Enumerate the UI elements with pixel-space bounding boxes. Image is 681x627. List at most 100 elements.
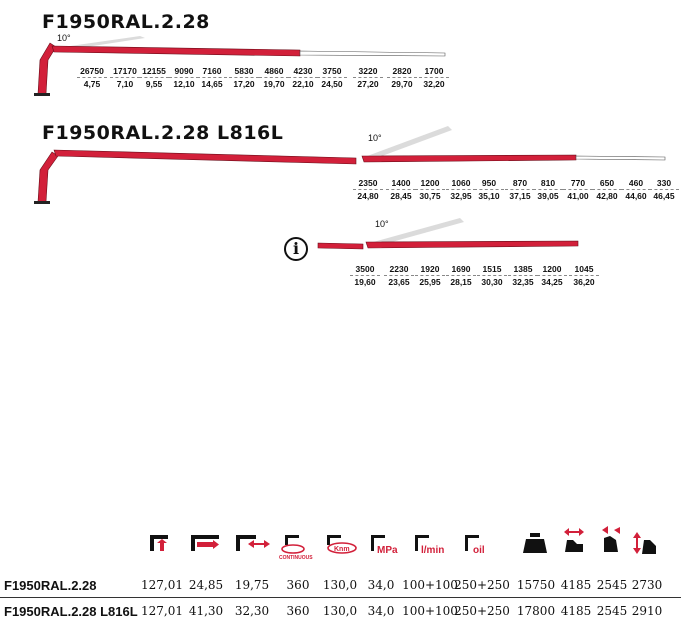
load-separator [110, 77, 140, 78]
spec-value: 34,0 [367, 604, 395, 618]
crane1-drawing [34, 36, 446, 96]
load-kg: 3750 [322, 66, 342, 76]
load-kg: 950 [481, 178, 497, 188]
load-reach-m: 28,15 [450, 277, 472, 287]
spec-value: 17800 [516, 604, 556, 618]
load-reach-m: 25,95 [419, 277, 441, 287]
load-separator [621, 189, 651, 190]
load-point: 460 44,60 [618, 178, 654, 201]
load-point: 1200 34,25 [534, 264, 570, 287]
load-kg: 1385 [513, 264, 533, 274]
spec-value: 4185 [560, 604, 592, 618]
spec-value: 127,01 [141, 578, 183, 592]
load-point: 26750 4,75 [74, 66, 110, 89]
load-reach-m: 7,10 [116, 79, 134, 89]
load-reach-m: 30,75 [419, 191, 441, 201]
crane2-boom [53, 149, 357, 165]
load-separator [533, 189, 563, 190]
crane3-raised-ghost [366, 218, 464, 248]
load-reach-m: 32,95 [450, 191, 472, 201]
load-reach-m: 9,55 [145, 79, 163, 89]
load-separator [229, 77, 259, 78]
spec-value: 250+250 [454, 578, 510, 592]
load-separator [446, 189, 476, 190]
crane3-drawing [317, 218, 579, 250]
load-reach-m: 46,45 [653, 191, 675, 201]
crane2-column [37, 151, 59, 203]
load-kg: 12155 [142, 66, 166, 76]
load-point: 870 37,15 [502, 178, 538, 201]
load-kg: 5830 [234, 66, 254, 76]
load-reach-m: 32,20 [423, 79, 445, 89]
spec-row-1: F1950RAL.2.28 127,01 24,85 19,75 360 130… [0, 576, 681, 596]
spec-row-2: F1950RAL.2.28 L816L 127,01 41,30 32,30 3… [0, 602, 681, 622]
load-reach-m: 39,05 [537, 191, 559, 201]
load-separator [386, 189, 416, 190]
spec-value: 24,85 [188, 578, 224, 592]
spec-value: 2545 [596, 578, 628, 592]
crane2-raised-ghost [362, 126, 452, 162]
crane3-jib [365, 240, 579, 249]
load-reach-m: 37,15 [509, 191, 531, 201]
info-icon: i [284, 237, 308, 261]
crane3-angle-label: 10° [375, 219, 389, 229]
load-separator [197, 77, 227, 78]
load-separator [537, 275, 567, 276]
spec-value: 41,30 [188, 604, 224, 618]
load-point: 650 42,80 [589, 178, 625, 201]
load-kg: 3500 [355, 264, 375, 274]
load-point: 4230 22,10 [285, 66, 321, 89]
spec-value: 2730 [631, 578, 663, 592]
load-reach-m: 32,35 [512, 277, 534, 287]
load-reach-m: 17,20 [233, 79, 255, 89]
spec-value: 100+100 [402, 578, 458, 592]
load-point: 1400 28,45 [383, 178, 419, 201]
load-separator [384, 275, 414, 276]
load-kg: 9090 [174, 66, 194, 76]
load-reach-m: 34,25 [541, 277, 563, 287]
load-point: 17170 7,10 [107, 66, 143, 89]
load-kg: 330 [656, 178, 672, 188]
crane2-jib-red [361, 154, 577, 163]
load-separator [419, 77, 449, 78]
load-reach-m: 19,70 [263, 79, 285, 89]
spec-value: 250+250 [454, 604, 510, 618]
load-reach-m: 41,00 [567, 191, 589, 201]
load-separator [169, 77, 199, 78]
load-point: 770 41,00 [560, 178, 596, 201]
load-point: 3220 27,20 [350, 66, 386, 89]
load-point: 1060 32,95 [443, 178, 479, 201]
load-reach-m: 27,20 [357, 79, 379, 89]
load-kg: 770 [570, 178, 586, 188]
crane1-angle-label: 10° [57, 33, 71, 43]
spec-value: 2910 [631, 604, 663, 618]
load-point: 2350 24,80 [350, 178, 386, 201]
spec-model: F1950RAL.2.28 L816L [4, 604, 138, 619]
load-kg: 810 [540, 178, 556, 188]
load-kg: 17170 [113, 66, 137, 76]
crane1-boom-white [299, 50, 446, 57]
load-kg: 1045 [574, 264, 594, 274]
crane2-base [34, 201, 50, 204]
load-reach-m: 14,65 [201, 79, 223, 89]
load-point: 3500 19,60 [347, 264, 383, 287]
load-separator [569, 275, 599, 276]
load-kg: 460 [628, 178, 644, 188]
crane1-base [34, 93, 50, 96]
load-separator [477, 275, 507, 276]
spec-model: F1950RAL.2.28 [4, 578, 97, 593]
load-point: 3750 24,50 [314, 66, 350, 89]
load-reach-m: 24,80 [357, 191, 379, 201]
load-reach-m: 12,10 [173, 79, 195, 89]
load-kg: 1200 [420, 178, 440, 188]
load-kg: 2230 [389, 264, 409, 274]
load-separator [259, 77, 289, 78]
load-kg: 7160 [202, 66, 222, 76]
load-kg: 1400 [391, 178, 411, 188]
spec-value: 32,30 [234, 604, 270, 618]
spec-value: 130,0 [322, 604, 358, 618]
crane3-boom [317, 242, 364, 250]
load-kg: 1920 [420, 264, 440, 274]
load-reach-m: 22,10 [292, 79, 314, 89]
